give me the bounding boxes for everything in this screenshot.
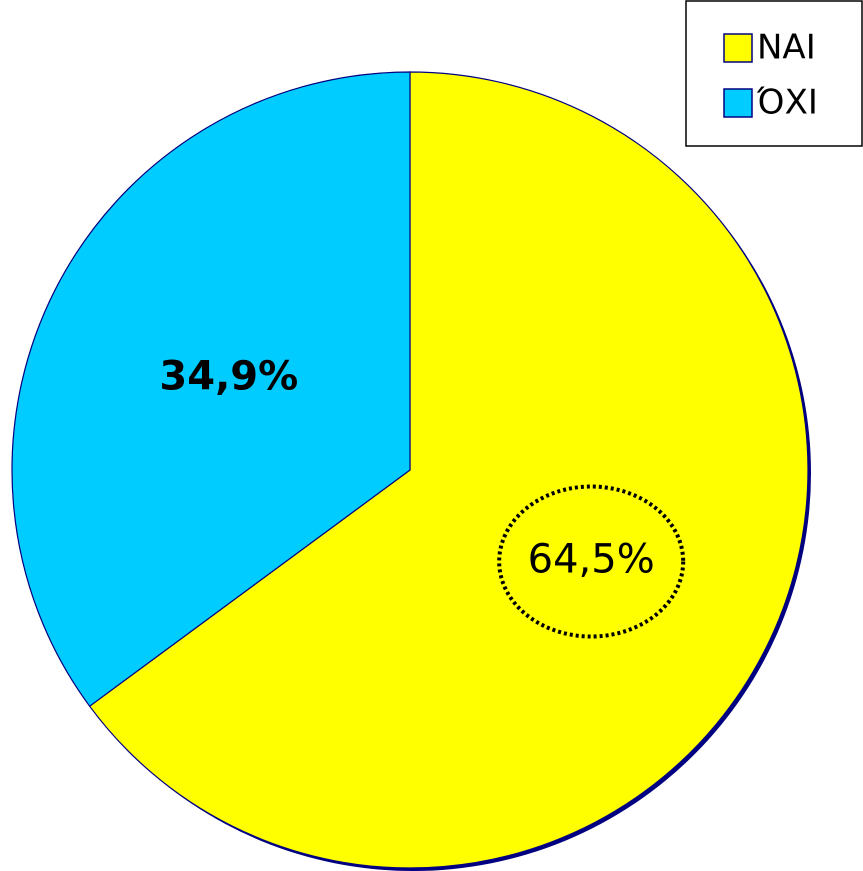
label-highlight <box>497 484 686 639</box>
pie-slice <box>88 71 809 869</box>
legend-label: NAI <box>757 28 816 68</box>
data-label: 64,5% <box>528 537 655 583</box>
pie-slice <box>11 71 411 708</box>
pie: 64,5% 34,9% <box>11 71 811 871</box>
legend-swatch <box>723 33 753 63</box>
legend: NAI ΌΧΙ <box>685 0 863 147</box>
legend-label: ΌΧΙ <box>756 83 818 123</box>
data-label: 34,9% <box>159 353 298 399</box>
legend-swatch <box>723 88 753 118</box>
legend-box <box>685 0 863 147</box>
